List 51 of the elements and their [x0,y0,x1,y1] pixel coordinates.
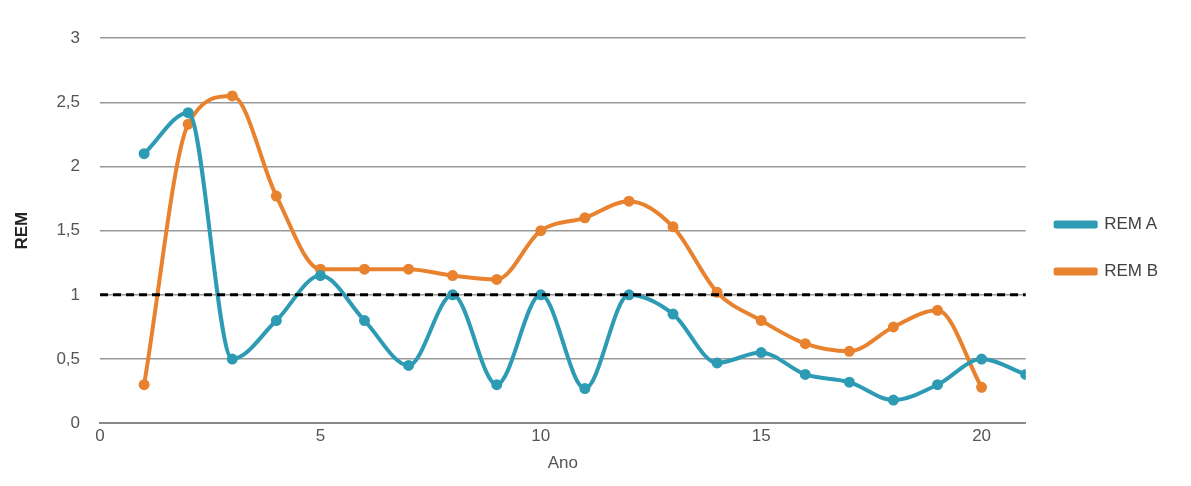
legend-label: REM A [1104,214,1158,234]
point [887,321,899,333]
point [667,308,679,320]
y-tick-label: 1 [70,284,81,304]
point [359,315,370,327]
point [976,353,988,365]
point [226,90,238,102]
point [359,263,370,275]
point [314,270,326,282]
point [799,338,811,350]
y-tick-label: 2 [70,156,81,176]
point [403,263,415,275]
y-tick-label: 1,5 [56,220,81,240]
point [755,315,767,327]
point [535,225,547,237]
point [138,379,150,391]
point [843,345,855,357]
legend-label: REM B [1104,261,1158,281]
point [932,379,944,391]
x-axis-title: Ano [547,453,578,473]
point [138,148,150,160]
x-tick-label: 10 [531,426,551,446]
point [491,273,503,285]
x-tick-label: 20 [972,426,992,446]
point [623,195,635,207]
y-tick-label: 0 [70,412,81,432]
point [270,190,282,202]
point [579,212,591,224]
point [843,376,855,388]
x-tick-label: 5 [315,426,326,446]
point [799,368,811,380]
point [447,270,459,282]
point [667,221,679,233]
point [755,347,767,359]
y-tick-label: 2,5 [56,92,81,112]
point [887,394,899,406]
y-axis-title: REM [11,211,31,250]
point [579,383,591,395]
point [976,381,988,393]
point [182,118,194,130]
y-tick-label: 3 [70,27,81,47]
point [491,379,503,391]
x-tick-label: 0 [95,426,105,446]
point [403,359,415,371]
point [270,315,282,327]
point [226,353,238,365]
point [711,357,723,369]
point [932,304,944,316]
y-tick-label: 0,5 [56,348,81,368]
point [182,107,194,119]
x-tick-label: 15 [751,426,771,446]
